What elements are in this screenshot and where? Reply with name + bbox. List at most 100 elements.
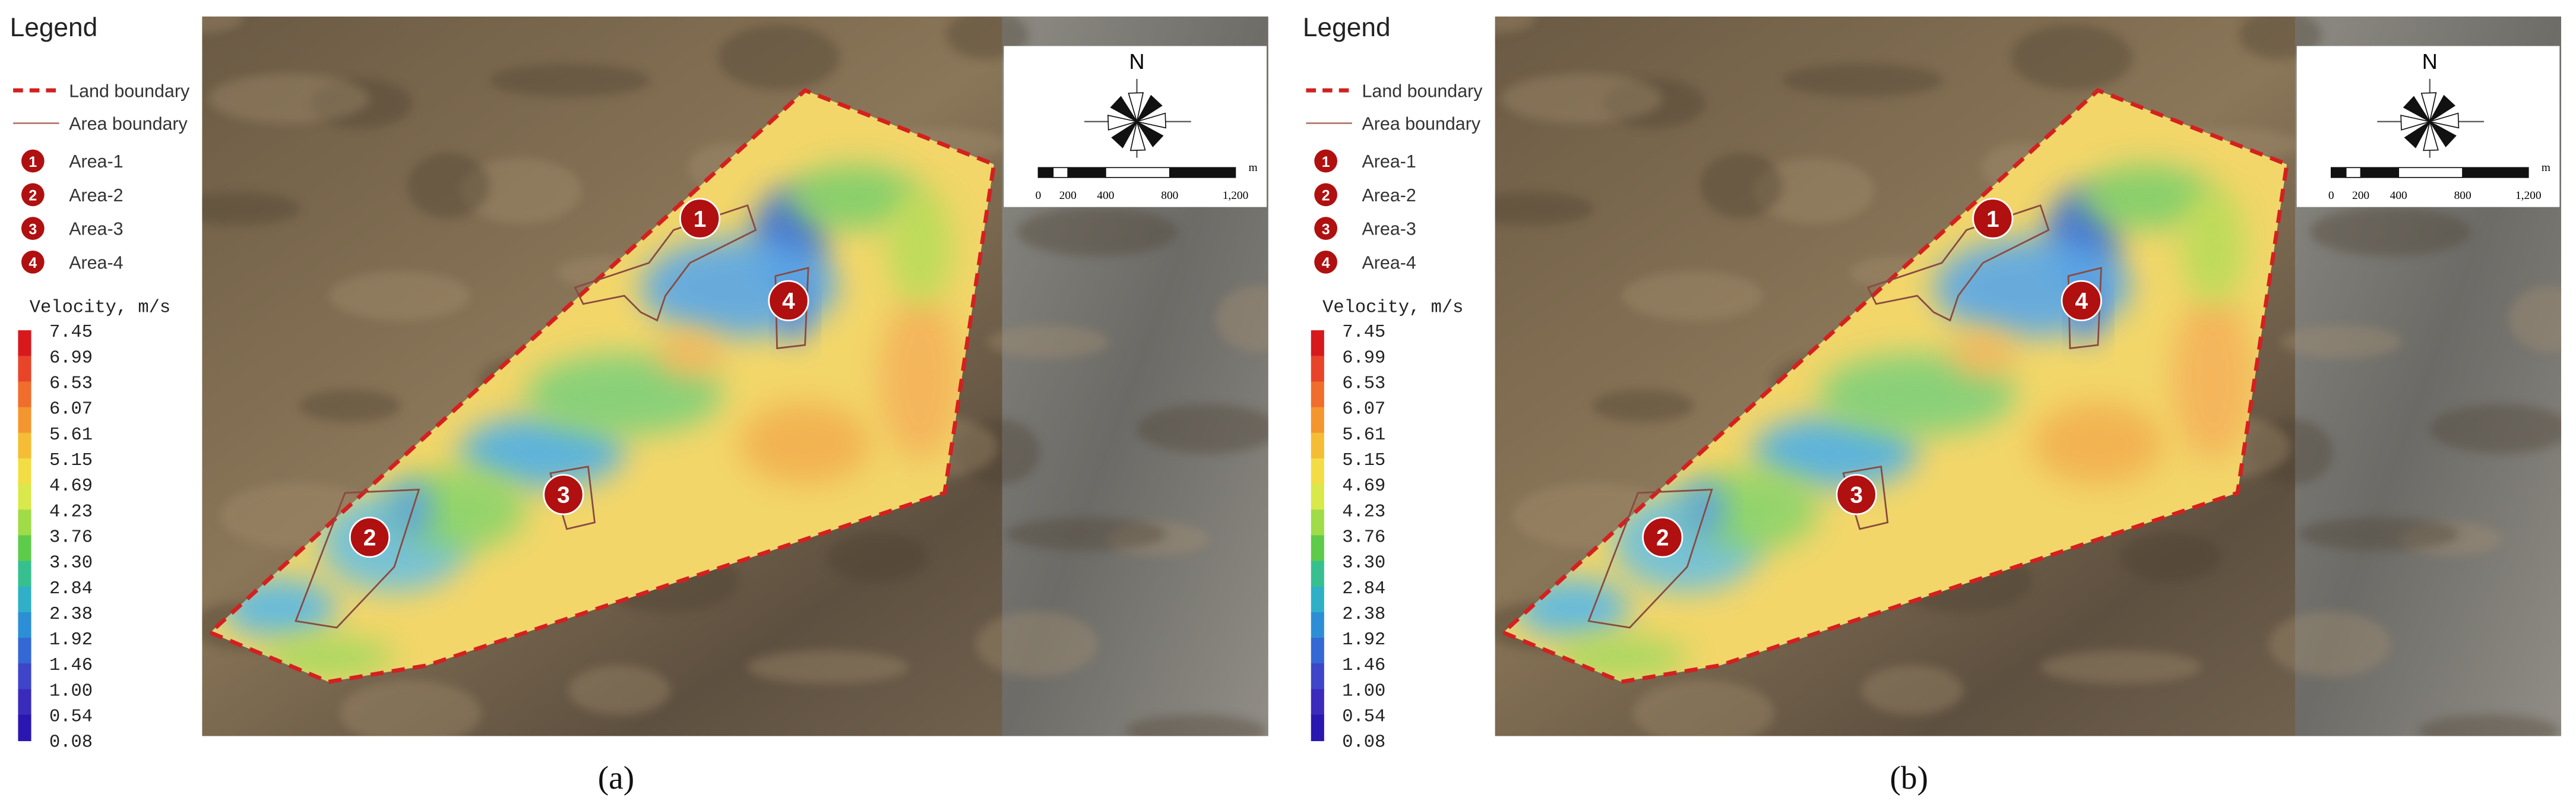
area-boundary (295, 489, 420, 629)
legend-icon (21, 183, 45, 207)
legend-icon-label: 4 (1322, 255, 1330, 271)
terrain (2508, 286, 2562, 352)
colorbar-label: 3.76 (49, 527, 93, 548)
colorbar-segment (1311, 561, 1324, 588)
colorbar-segment (18, 663, 31, 690)
scale-label: 800 (1161, 189, 1178, 202)
colorbar-segment (1311, 356, 1324, 382)
colorbar-segment (18, 714, 31, 742)
compass-rose (1137, 112, 1166, 129)
compass-rose (1107, 115, 1137, 131)
terrain (1700, 153, 1783, 219)
terrain (208, 74, 370, 124)
area-marker (2061, 280, 2102, 321)
caption: (a) (598, 760, 634, 796)
terrain (202, 16, 243, 33)
area-boundary (574, 204, 757, 322)
colorbar-segment (1311, 638, 1324, 665)
land-boundary (206, 88, 996, 684)
colorbar-label: 6.07 (1342, 400, 1385, 420)
area-marker (679, 198, 721, 239)
colorbar-label: 3.30 (1342, 553, 1385, 574)
terrain (1591, 389, 1694, 423)
field-blob (887, 189, 953, 304)
legend-icon-label: 4 (29, 255, 37, 271)
area-marker-label: 2 (363, 526, 376, 551)
colorbar-label: 0.54 (1342, 707, 1385, 727)
legend-area-label: Area-4 (69, 252, 123, 273)
area-boundary (1866, 204, 2050, 322)
legend-icon (21, 217, 45, 240)
field-blob (788, 164, 920, 230)
colorbar-label: 5.15 (49, 451, 93, 471)
compass-rose (2429, 112, 2460, 129)
field-blob (1683, 479, 1724, 539)
compass-rose (2404, 121, 2431, 148)
terrain (2268, 611, 2391, 677)
colorbar-segment (18, 561, 31, 588)
colorbar-label: 2.84 (1342, 579, 1385, 599)
terrain (1017, 207, 1178, 257)
terrain (407, 153, 490, 219)
colorbar-segment (1311, 458, 1324, 485)
field-blob (1687, 468, 1819, 550)
legend-area-label: Area-1 (1362, 151, 1416, 172)
colorbar-label: 5.61 (49, 425, 93, 445)
colorbar-segment (1311, 689, 1324, 716)
field-blob (2172, 296, 2254, 460)
terrain (2040, 650, 2202, 684)
field-blob (1752, 415, 1917, 488)
colorbar-label: 6.07 (49, 400, 93, 420)
colorbar-segment (18, 612, 31, 639)
scale-label: 0 (2328, 189, 2334, 202)
legend-area-label: Area-4 (1362, 252, 1416, 273)
scale-label: 400 (2390, 189, 2407, 202)
scale-label: 1,200 (2515, 189, 2542, 202)
legend-title: Legend (10, 13, 98, 42)
legend-icon (1314, 183, 1337, 207)
terrain (1125, 714, 1267, 736)
terrain (340, 680, 482, 736)
terrain (987, 325, 1109, 359)
compass-rose (1128, 92, 1144, 122)
scale-bar (1105, 167, 1170, 178)
colorbar-label: 4.69 (49, 476, 93, 496)
legend-area-label: Area-3 (1362, 219, 1416, 239)
colorbar-segment (18, 689, 31, 716)
field-blob (657, 328, 723, 378)
compass-rose (1110, 96, 1138, 122)
scale-bar (1052, 167, 1069, 178)
colorbar-segment (18, 356, 31, 382)
compass-rose (2423, 121, 2439, 151)
scale-bar (2462, 167, 2529, 178)
terrain (1752, 157, 1875, 224)
scale-unit: m (1249, 162, 1258, 174)
colorbar-label: 3.76 (1342, 527, 1385, 548)
field-blob (739, 402, 871, 485)
legend-line-label: Area boundary (69, 114, 188, 134)
colorbar-label: 4.23 (49, 502, 93, 522)
velocity-title: Velocity, m/s (30, 298, 170, 318)
field-blob (2180, 189, 2246, 304)
terrain (2298, 517, 2460, 550)
field-blob (2032, 402, 2164, 485)
colorbar-label: 2.38 (1342, 605, 1385, 625)
compass-rose (2429, 94, 2456, 122)
compass-rose (1111, 121, 1138, 148)
legend-icon-label: 3 (1322, 221, 1330, 238)
compass-rose (2403, 96, 2431, 122)
colorbar-label: 6.99 (49, 348, 93, 368)
terrain (1633, 680, 1774, 736)
colorbar-label: 4.23 (1342, 502, 1385, 522)
colorbar-segment (18, 535, 31, 562)
area-marker-label: 1 (694, 207, 707, 232)
terrain (1137, 404, 1268, 454)
compass-rose (2420, 92, 2437, 122)
colorbar-label: 7.45 (1342, 322, 1385, 343)
legend-line-label: Land boundary (1362, 81, 1483, 101)
compass-rose (2429, 121, 2457, 148)
terrain (1621, 271, 1763, 321)
terrain (2429, 404, 2562, 454)
scale-bar (2330, 167, 2347, 178)
